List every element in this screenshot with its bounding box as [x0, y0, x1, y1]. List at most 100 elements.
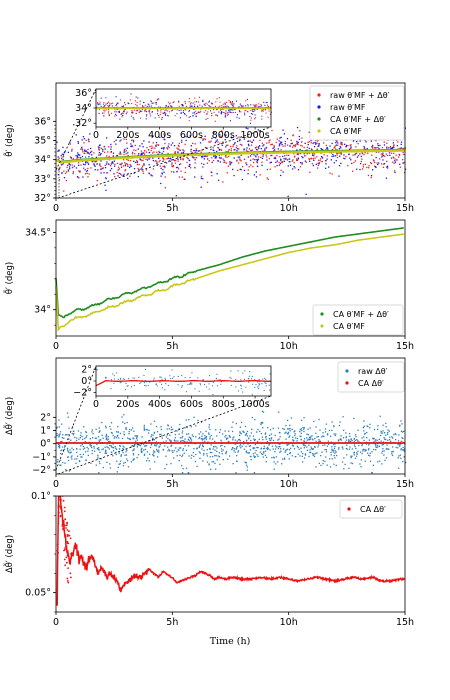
raw-delta-point	[268, 438, 271, 440]
raw-point	[273, 146, 275, 148]
raw-point	[98, 146, 101, 149]
ca-delta-point	[66, 580, 69, 582]
raw-point	[184, 171, 186, 174]
inset-raw-point	[188, 116, 190, 118]
raw-delta-point	[105, 434, 108, 436]
raw-delta-point	[84, 437, 86, 440]
inset-raw-point	[146, 111, 148, 113]
raw-delta-point	[158, 451, 160, 453]
raw-point	[334, 146, 336, 148]
inset-raw-point	[244, 110, 246, 112]
raw-delta-point	[166, 434, 168, 436]
raw-point	[367, 174, 370, 177]
inset-raw-point	[208, 105, 210, 107]
raw-point	[63, 170, 65, 172]
raw-delta-point	[105, 450, 107, 452]
raw-delta-point	[90, 446, 93, 449]
raw-delta-point	[335, 433, 337, 435]
inset-raw-point	[161, 387, 163, 389]
inset-raw-point	[243, 378, 245, 380]
raw-delta-point	[338, 447, 340, 449]
raw-point	[184, 167, 187, 169]
inset-raw-point	[182, 105, 184, 107]
raw-delta-point	[303, 447, 305, 449]
raw-point	[90, 167, 92, 169]
raw-point	[160, 182, 162, 185]
inset-raw-point	[248, 381, 250, 383]
raw-point	[252, 158, 254, 160]
inset-raw-point	[148, 111, 150, 113]
raw-delta-point	[137, 454, 140, 456]
inset-x-tick-label: 800s	[212, 399, 235, 410]
raw-point	[117, 169, 119, 171]
inset-raw-point	[230, 370, 232, 372]
raw-delta-point	[325, 449, 328, 451]
raw-delta-point	[386, 447, 388, 450]
raw-delta-point	[308, 439, 310, 441]
raw-point	[82, 163, 85, 165]
raw-point	[316, 149, 318, 151]
raw-delta-point	[302, 443, 304, 446]
ca-delta-point	[57, 522, 60, 525]
y-tick-label: 34.5°	[25, 227, 51, 238]
raw-delta-point	[58, 435, 60, 437]
raw-point	[382, 166, 385, 168]
raw-point	[381, 163, 383, 165]
raw-delta-point	[376, 444, 379, 446]
raw-point	[360, 155, 362, 158]
raw-delta-point	[143, 426, 145, 428]
raw-point	[87, 162, 89, 164]
raw-point	[110, 165, 112, 167]
inset-raw-point	[139, 100, 141, 102]
raw-delta-point	[201, 438, 203, 440]
raw-point	[385, 153, 387, 155]
raw-delta-point	[136, 439, 138, 441]
raw-point	[163, 147, 165, 149]
raw-point	[89, 151, 92, 153]
raw-point	[224, 133, 226, 136]
raw-delta-point	[356, 453, 358, 455]
raw-delta-point	[63, 448, 66, 450]
raw-point	[151, 152, 154, 154]
raw-point	[87, 167, 89, 170]
inset-raw-point	[250, 119, 252, 121]
raw-delta-point	[289, 430, 291, 432]
raw-delta-point	[217, 455, 219, 457]
raw-point	[215, 156, 218, 158]
inset-raw-point	[172, 377, 174, 379]
raw-point	[170, 144, 172, 146]
raw-delta-point	[282, 427, 284, 430]
inset-raw-point	[216, 385, 218, 387]
raw-point	[343, 157, 345, 159]
raw-delta-point	[216, 450, 218, 452]
raw-point	[175, 195, 177, 197]
raw-point	[291, 142, 293, 144]
raw-point	[204, 146, 207, 149]
raw-delta-point	[263, 451, 265, 453]
inset-raw-point	[213, 111, 215, 113]
raw-point	[378, 162, 380, 164]
raw-delta-point	[98, 439, 100, 441]
inset-raw-point	[188, 120, 190, 122]
raw-delta-point	[336, 454, 338, 457]
raw-delta-point	[129, 438, 132, 441]
ca-delta-point	[64, 518, 67, 521]
inset-raw-point	[121, 113, 123, 115]
inset-raw-point	[147, 103, 149, 105]
raw-delta-point	[222, 459, 224, 461]
raw-point	[224, 139, 226, 141]
raw-delta-point	[171, 450, 173, 452]
raw-delta-point	[317, 435, 319, 438]
raw-delta-point	[273, 457, 275, 459]
inset-raw-point	[144, 368, 146, 370]
raw-delta-point	[95, 428, 97, 430]
inset-raw-point	[240, 385, 242, 387]
inset-raw-point	[250, 104, 252, 106]
raw-point	[62, 158, 64, 161]
raw-point	[308, 152, 311, 154]
raw-point	[293, 153, 295, 155]
raw-delta-point	[291, 445, 294, 447]
raw-delta-point	[356, 438, 358, 441]
raw-point	[133, 172, 135, 174]
raw-point	[131, 139, 133, 141]
